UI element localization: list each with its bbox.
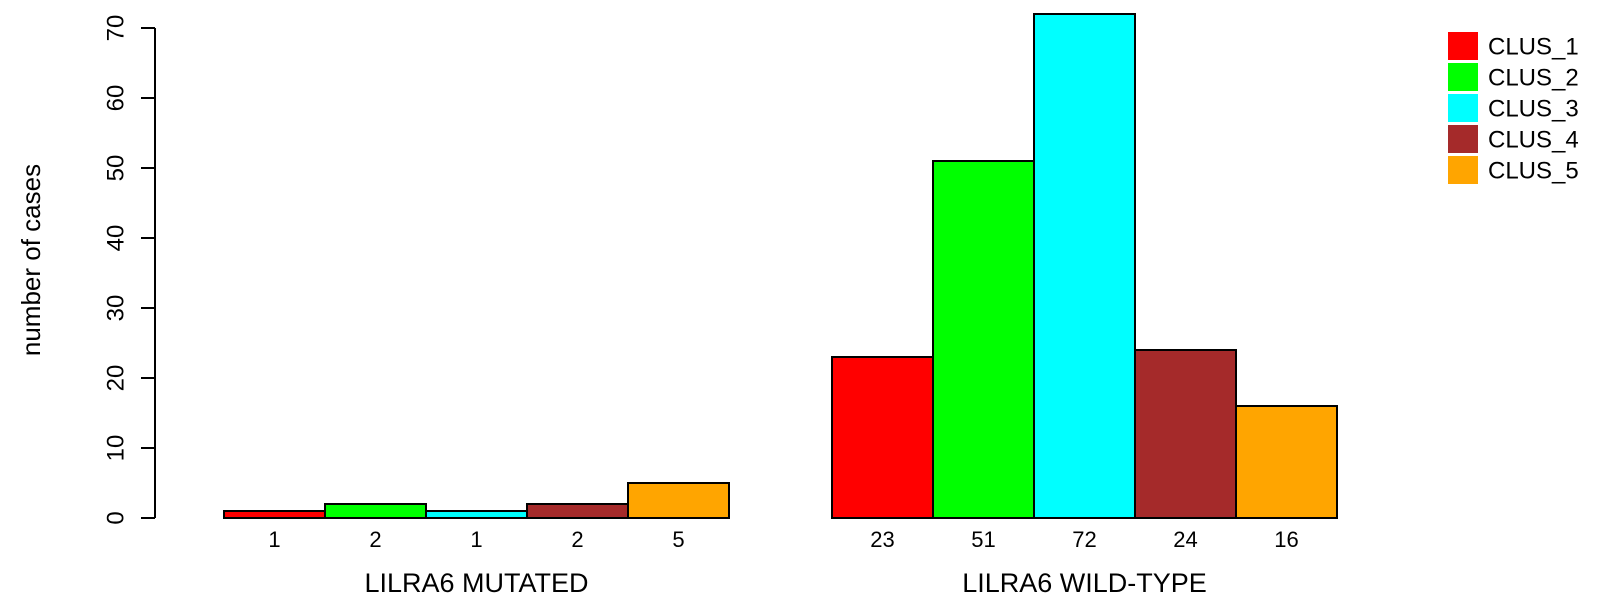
bar-count-label: 1 (470, 527, 482, 552)
bar-count-label: 1 (268, 527, 280, 552)
bar-clus_1 (831, 356, 934, 519)
group-labels: LILRA6 MUTATED LILRA6 WILD-TYPE (364, 568, 1206, 598)
legend-swatch-clus_4 (1448, 125, 1478, 153)
bar-clus_5 (627, 482, 730, 519)
y-tick-label: 70 (102, 15, 129, 42)
bar-clus_2 (932, 160, 1035, 519)
bar-clus_1 (223, 510, 326, 519)
legend-entry-label: CLUS_3 (1488, 95, 1579, 122)
bar-clus_3 (1033, 13, 1136, 519)
legend-swatch-clus_2 (1448, 63, 1478, 91)
y-tick-label: 30 (102, 295, 129, 322)
bar-clus_4 (526, 503, 629, 519)
bar-clus_3 (425, 510, 528, 519)
bar-count-label: 5 (672, 527, 684, 552)
bar-count-label: 72 (1072, 527, 1096, 552)
y-tick-label: 60 (102, 85, 129, 112)
legend: CLUS_1 CLUS_2 CLUS_3 CLUS_4 CLUS_5 (1448, 32, 1579, 184)
bar-count-label: 2 (571, 527, 583, 552)
y-tick-label: 0 (102, 511, 129, 524)
legend-swatch-clus_5 (1448, 156, 1478, 184)
group-label: LILRA6 WILD-TYPE (962, 568, 1207, 598)
legend-entry-label: CLUS_1 (1488, 33, 1579, 60)
bar-count-label: 23 (870, 527, 894, 552)
bar-clus_4 (1134, 349, 1237, 519)
count-labels: 1 2 1 2 5 23 51 72 24 16 (268, 527, 1298, 552)
bars (223, 13, 1338, 519)
y-axis: 0 10 20 30 40 50 60 70 (102, 15, 156, 525)
y-tick-label: 10 (102, 435, 129, 462)
bar-count-label: 51 (971, 527, 995, 552)
legend-entry-label: CLUS_2 (1488, 64, 1579, 91)
bar-clus_2 (324, 503, 427, 519)
bar-count-label: 24 (1173, 527, 1197, 552)
y-tick-label: 50 (102, 155, 129, 182)
legend-entry-label: CLUS_5 (1488, 157, 1579, 184)
legend-swatch-clus_1 (1448, 32, 1478, 60)
bar-clus_5 (1235, 405, 1338, 519)
legend-entry-label: CLUS_4 (1488, 126, 1579, 153)
y-tick-label: 20 (102, 365, 129, 392)
group-label: LILRA6 MUTATED (364, 568, 588, 598)
y-tick-label: 40 (102, 225, 129, 252)
y-axis-title: number of cases (16, 164, 46, 356)
legend-swatch-clus_3 (1448, 94, 1478, 122)
bar-count-label: 2 (369, 527, 381, 552)
bar-count-label: 16 (1274, 527, 1298, 552)
